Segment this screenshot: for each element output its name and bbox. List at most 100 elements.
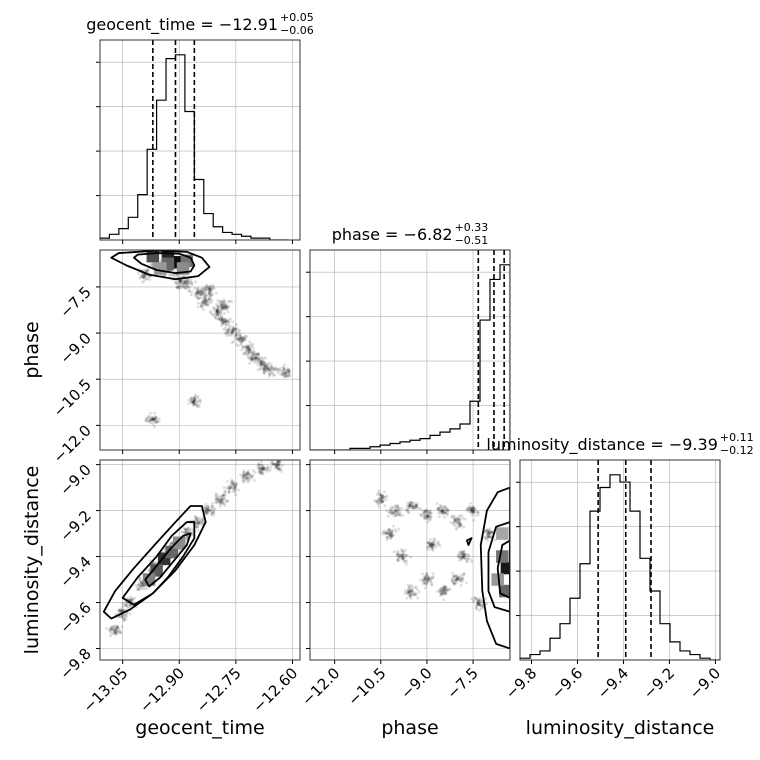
scatter-point xyxy=(426,545,430,549)
scatter-point xyxy=(211,283,215,287)
scatter-point xyxy=(275,367,279,371)
scatter-point xyxy=(221,307,225,311)
scatter-point xyxy=(397,559,401,563)
scatter-point xyxy=(419,507,423,511)
scatter-point xyxy=(414,504,418,508)
scatter-point xyxy=(249,349,253,353)
scatter-point xyxy=(220,305,224,309)
scatter-point xyxy=(431,546,435,550)
scatter-point xyxy=(426,577,430,581)
scatter-point xyxy=(222,302,226,306)
scatter-point xyxy=(197,522,201,526)
scatter-point xyxy=(475,602,479,606)
scatter-point xyxy=(259,360,263,364)
scatter-point xyxy=(414,593,418,597)
scatter-point xyxy=(251,357,255,361)
scatter-point xyxy=(273,366,277,370)
scatter-point xyxy=(282,375,286,379)
scatter-point xyxy=(444,509,448,513)
scatter-point xyxy=(149,263,153,267)
scatter-point xyxy=(385,535,389,539)
scatter-point xyxy=(410,504,414,508)
scatter-point xyxy=(475,606,479,610)
scatter-point xyxy=(477,602,481,606)
contour-level-1 xyxy=(144,532,192,588)
scatter-point xyxy=(287,371,291,375)
scatter-point xyxy=(390,531,394,535)
scatter-point xyxy=(235,482,239,486)
scatter-point xyxy=(232,482,236,486)
scatter-point xyxy=(262,368,266,372)
scatter-point xyxy=(419,578,423,582)
scatter-point xyxy=(209,290,213,294)
scatter-point xyxy=(260,362,264,366)
scatter-point xyxy=(444,585,448,589)
scatter-point xyxy=(286,367,290,371)
scatter-point xyxy=(484,602,488,606)
scatter-point xyxy=(196,291,200,295)
scatter-point xyxy=(205,508,209,512)
scatter-point xyxy=(204,296,208,300)
scatter-point xyxy=(196,290,200,294)
scatter-point xyxy=(261,468,265,472)
scatter-point xyxy=(437,506,441,510)
scatter-point xyxy=(185,282,189,286)
scatter-point xyxy=(396,509,400,513)
scatter-point xyxy=(240,340,244,344)
scatter-point xyxy=(186,527,190,531)
scatter-point xyxy=(198,398,202,402)
scatter-point xyxy=(443,584,447,588)
scatter-point xyxy=(242,336,246,340)
tick-label-x: −9.4 xyxy=(594,664,632,702)
scatter-point xyxy=(205,303,209,307)
scatter-point xyxy=(410,589,414,593)
scatter-point xyxy=(122,608,126,612)
scatter-point xyxy=(232,480,236,484)
scatter-point xyxy=(480,604,484,608)
scatter-point xyxy=(244,335,248,339)
scatter-point xyxy=(423,575,427,579)
scatter-point xyxy=(384,531,388,535)
scatter-point xyxy=(418,512,422,516)
scatter-point xyxy=(463,552,467,556)
scatter-point xyxy=(178,284,182,288)
scatter-point xyxy=(390,534,394,538)
scatter-point xyxy=(129,599,133,603)
scatter-point xyxy=(283,368,287,372)
scatter-point xyxy=(225,499,229,503)
scatter-point xyxy=(248,477,252,481)
scatter-point xyxy=(114,627,118,631)
scatter-point xyxy=(204,293,208,297)
scatter-point xyxy=(226,306,230,310)
scatter-point xyxy=(234,327,238,331)
scatter-point xyxy=(266,363,270,367)
scatter-point xyxy=(152,417,156,421)
scatter-point xyxy=(480,601,484,605)
scatter-point xyxy=(246,472,250,476)
scatter-point xyxy=(250,354,254,358)
scatter-point xyxy=(245,476,249,480)
scatter-point xyxy=(231,329,235,333)
scatter-point xyxy=(183,528,187,532)
scatter-point xyxy=(389,505,393,509)
scatter-point xyxy=(197,288,201,292)
scatter-point xyxy=(391,505,395,509)
scatter-point xyxy=(456,517,460,521)
scatter-point xyxy=(423,517,427,521)
scatter-point xyxy=(202,286,206,290)
scatter-point xyxy=(193,515,197,519)
scatter-point xyxy=(222,493,226,497)
scatter-point xyxy=(439,504,443,508)
scatter-point xyxy=(250,345,254,349)
scatter-point xyxy=(119,609,123,613)
scatter-point xyxy=(124,614,128,618)
scatter-point xyxy=(443,587,447,591)
scatter-point xyxy=(184,531,188,535)
scatter-point xyxy=(191,401,195,405)
scatter-point xyxy=(220,496,224,500)
scatter-point xyxy=(385,508,389,512)
scatter-point xyxy=(281,370,285,374)
scatter-point xyxy=(253,356,257,360)
scatter-point xyxy=(380,494,384,498)
scatter-point xyxy=(407,503,411,507)
